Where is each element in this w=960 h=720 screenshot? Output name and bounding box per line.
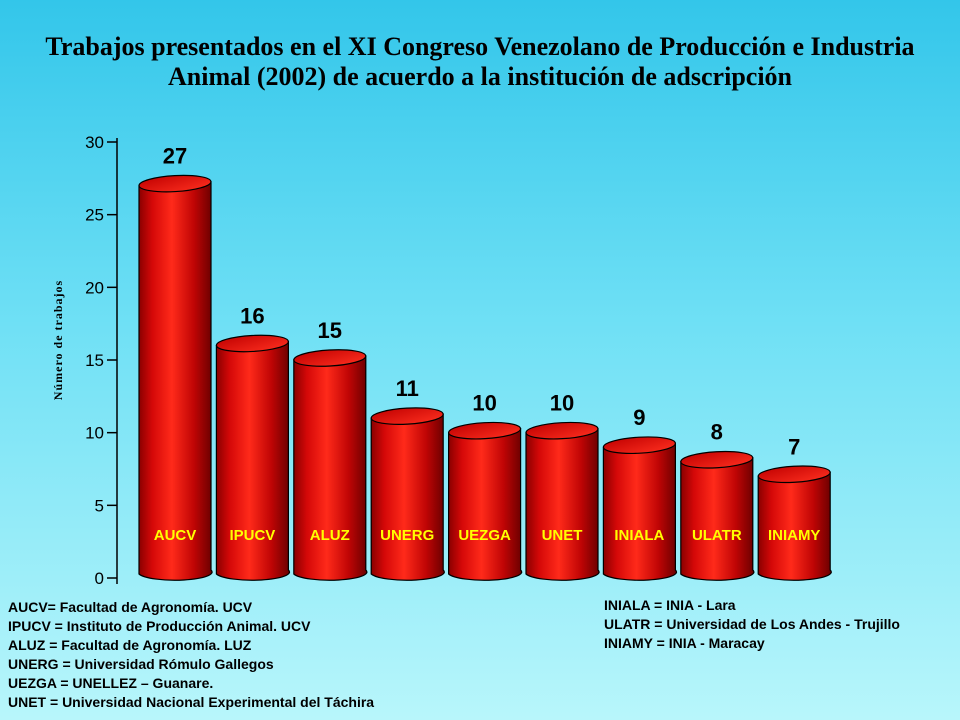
y-tick-label: 15: [85, 351, 104, 370]
chart-title-line-1: Trabajos presentados en el XI Congreso V…: [45, 32, 915, 61]
data-label: 10: [550, 391, 574, 416]
bar-iniala: [602, 436, 678, 581]
y-tick-label: 5: [95, 496, 104, 515]
bar-cap: [448, 421, 522, 440]
bar-unerg: [370, 407, 445, 581]
legend-right-item-1: ULATR = Universidad de Los Andes - Truji…: [604, 616, 900, 632]
bar-body: [757, 471, 832, 581]
data-label: 16: [240, 303, 264, 328]
y-axis-label: Número de trabajos: [51, 280, 65, 400]
bar-body: [138, 180, 213, 581]
y-tick-label: 25: [85, 206, 104, 225]
category-label: UNERG: [380, 527, 434, 544]
bar-iniamy: [757, 465, 832, 581]
category-label: ALUZ: [310, 527, 350, 544]
chart-title-line-2: Animal (2002) de acuerdo a la institució…: [167, 62, 792, 91]
bar-body: [293, 355, 368, 581]
legend-right-item-0: INIALA = INIA - Lara: [604, 597, 736, 613]
bar-body: [602, 442, 678, 581]
bar-uezga: [448, 421, 523, 581]
y-tick-label: 0: [95, 569, 104, 588]
category-label: ULATR: [692, 527, 742, 544]
data-label: 27: [163, 144, 187, 169]
category-label: UNET: [542, 527, 583, 544]
bar-cap: [602, 436, 676, 455]
category-label: UEZGA: [458, 527, 511, 544]
bar-cap: [757, 465, 831, 484]
category-label: INIAMY: [768, 527, 821, 544]
bar-aucv: [138, 174, 213, 581]
bar-ipucv: [215, 334, 291, 581]
category-label: IPUCV: [229, 527, 275, 544]
category-label: AUCV: [154, 527, 197, 544]
y-tick-label: 10: [85, 424, 104, 443]
category-label: INIALA: [614, 527, 664, 544]
legend-left-item-4: UEZGA = UNELLEZ – Guanare.: [8, 675, 214, 691]
bar-body: [525, 428, 600, 581]
data-label: 7: [788, 434, 800, 459]
data-label: 8: [711, 420, 723, 445]
bar-ulatr: [680, 450, 755, 581]
y-tick-label: 30: [85, 133, 104, 152]
legend-left-item-1: IPUCV = Instituto de Producción Animal. …: [8, 618, 311, 634]
legend-left-item-5: UNET = Universidad Nacional Experimental…: [8, 694, 375, 710]
chart-title: Trabajos presentados en el XI Congreso V…: [0, 32, 960, 92]
bar-cap: [293, 349, 367, 367]
legend-left-item-2: ALUZ = Facultad de Agronomía. LUZ: [8, 637, 252, 653]
bar-body: [215, 340, 291, 581]
data-label: 15: [318, 318, 342, 343]
data-label: 11: [396, 376, 419, 401]
bar-aluz: [293, 349, 368, 581]
data-label: 10: [472, 391, 496, 416]
bar-unet: [525, 421, 600, 581]
bar-cap: [370, 407, 444, 425]
bar-body: [370, 413, 445, 581]
bar-body: [448, 428, 523, 581]
bar-cap: [215, 334, 289, 353]
bar-body: [680, 457, 755, 581]
bar-cap: [680, 450, 754, 469]
legend-left-item-3: UNERG = Universidad Rómulo Gallegos: [8, 656, 274, 672]
legend-left-item-0: AUCV= Facultad de Agronomía. UCV: [8, 599, 253, 615]
legend-right-item-2: INIAMY = INIA - Maracay: [604, 635, 765, 651]
bar-cap: [525, 421, 599, 440]
bar-cap: [138, 174, 212, 193]
data-label: 9: [633, 405, 645, 430]
legend-right: INIALA = INIA - Lara ULATR = Universidad …: [604, 596, 900, 653]
y-tick-label: 20: [85, 278, 104, 297]
legend-left: AUCV= Facultad de Agronomía. UCV IPUCV = …: [8, 598, 374, 712]
